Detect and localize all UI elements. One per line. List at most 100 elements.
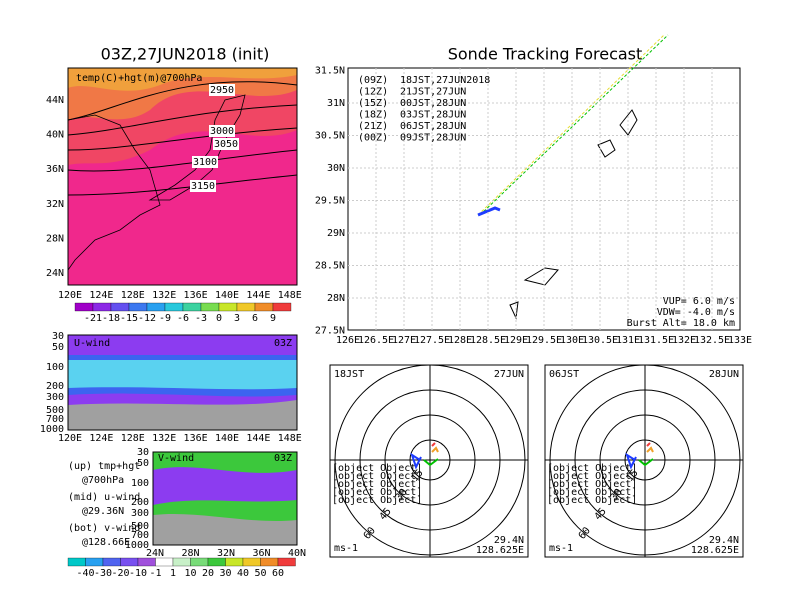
x-tick-label: 140E xyxy=(215,290,239,301)
x-tick-label: 128E xyxy=(448,335,472,346)
colorbar-box xyxy=(172,557,191,567)
colorbar-box xyxy=(92,302,112,312)
frame xyxy=(67,67,298,286)
note: (mid) u-wind xyxy=(68,492,140,503)
hodo-frame xyxy=(544,364,744,558)
x-tick-label: 28N xyxy=(181,548,199,559)
legend-code: (15Z) xyxy=(358,98,388,109)
hodo-level: [object Object] xyxy=(547,479,637,490)
x-tick-label: 120E xyxy=(58,290,82,301)
hodo-trace xyxy=(410,452,422,470)
note: @29.36N xyxy=(82,506,124,517)
contour-label: 3050 xyxy=(214,139,238,150)
colorbar-box xyxy=(120,557,139,567)
hodo-time: 06JST xyxy=(549,369,579,380)
colorbar-label: -40 xyxy=(76,568,94,579)
x-tick-label: 120E xyxy=(58,433,82,444)
colorbar-box xyxy=(74,302,94,312)
colorbar-label: -10 xyxy=(129,568,147,579)
colorbar-box xyxy=(254,302,274,312)
panel-label: temp(C)+hgt(m)@700hPa xyxy=(76,73,202,84)
hodo-time: 18JST xyxy=(334,369,364,380)
y-tick-label: 30 xyxy=(137,447,149,458)
x-tick-label: 127E xyxy=(392,335,416,346)
y-tick-label: 50 xyxy=(52,342,64,353)
hodo-unit: ms-1 xyxy=(334,543,358,554)
hodo-trace xyxy=(431,442,436,447)
hodo-unit: ms-1 xyxy=(549,543,573,554)
hodo-date: 28JUN xyxy=(709,369,739,380)
y-tick-label: 1000 xyxy=(125,540,149,551)
y-tick-label: 700 xyxy=(131,530,149,541)
note: @700hPa xyxy=(82,475,124,486)
y-tick-label: 31.5N xyxy=(315,66,345,77)
colorbar-label: -20 xyxy=(111,568,129,579)
panel-time: 03Z xyxy=(274,338,292,349)
colorbar-box xyxy=(207,557,226,567)
x-tick-label: 32N xyxy=(217,548,235,559)
x-tick-label: 124E xyxy=(89,433,113,444)
frame xyxy=(347,67,741,331)
legend-text: 18JST,27JUN2018 xyxy=(400,75,490,86)
panel-time: 03Z xyxy=(274,453,292,464)
y-tick-label: 200 xyxy=(46,381,64,392)
colorbar-label: -18 xyxy=(102,313,120,324)
param: VDW= -4.0 m/s xyxy=(657,307,735,318)
hodo-lat: 29.4N xyxy=(709,535,739,546)
colorbar-box xyxy=(272,302,292,312)
colorbar-label: 9 xyxy=(270,313,276,324)
frame xyxy=(67,334,298,431)
colorbar-box xyxy=(277,557,296,567)
hodo-trace xyxy=(625,452,637,470)
x-tick-label: 144E xyxy=(246,290,270,301)
colorbar-box xyxy=(137,557,156,567)
hodo-level: [object Object] xyxy=(332,463,422,474)
colorbar-label: 6 xyxy=(252,313,258,324)
legend-text: 00JST,28JUN xyxy=(400,98,466,109)
panel-title: Sonde Tracking Forecast xyxy=(448,45,643,64)
y-tick-label: 28N xyxy=(46,233,64,244)
hodo-level: [object Object] xyxy=(332,495,422,506)
x-tick-label: 148E xyxy=(278,290,302,301)
y-tick-label: 31N xyxy=(327,98,345,109)
colorbar-box xyxy=(190,557,209,567)
v-wind-field xyxy=(153,467,297,505)
contour-label: 3150 xyxy=(191,181,215,192)
hodo-level: [object Object] xyxy=(332,479,422,490)
y-tick-label: 100 xyxy=(131,478,149,489)
x-tick-label: 132E xyxy=(152,433,176,444)
colorbar-label: 60 xyxy=(272,568,284,579)
note: (bot) v-wind xyxy=(68,523,140,534)
y-tick-label: 700 xyxy=(46,414,64,425)
x-tick-label: 148E xyxy=(278,433,302,444)
hodo-lat: 29.4N xyxy=(494,535,524,546)
colorbar-label: 20 xyxy=(202,568,214,579)
x-tick-label: 128.5E xyxy=(470,335,506,346)
colorbar-box xyxy=(67,557,86,567)
hodo-level: [object Object] xyxy=(332,471,422,482)
u-wind-field xyxy=(68,360,297,390)
y-tick-label: 32N xyxy=(46,199,64,210)
legend-text: 03JST,28JUN xyxy=(400,110,466,121)
colorbar-box xyxy=(128,302,148,312)
contour-label-bg xyxy=(190,180,216,192)
y-tick-label: 27.5N xyxy=(315,326,345,337)
contour-label-bg xyxy=(209,84,235,96)
x-tick-label: 133E xyxy=(728,335,752,346)
y-tick-label: 28N xyxy=(327,293,345,304)
track-line xyxy=(477,34,665,216)
legend-code: (21Z) xyxy=(358,121,388,132)
hodo-level: [object Object] xyxy=(547,471,637,482)
colorbar-label: 10 xyxy=(184,568,196,579)
colorbar-label: 50 xyxy=(254,568,266,579)
x-tick-label: 130.5E xyxy=(582,335,618,346)
hodo-trace xyxy=(646,442,651,447)
contour-label: 3000 xyxy=(210,126,234,137)
note: @128.66E xyxy=(82,537,130,548)
colorbar-box xyxy=(200,302,220,312)
x-tick-label: 126E xyxy=(336,335,360,346)
x-tick-label: 129E xyxy=(504,335,528,346)
hodo-trace xyxy=(646,446,654,453)
x-tick-label: 131E xyxy=(616,335,640,346)
track-line xyxy=(479,34,669,216)
